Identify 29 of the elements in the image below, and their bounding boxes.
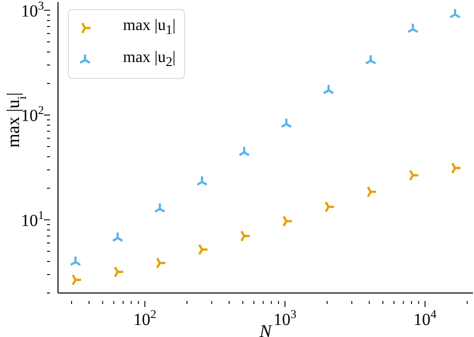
point [366, 186, 378, 198]
y-tick-label: 10$^{3}$ [21, 0, 44, 20]
point [198, 244, 209, 256]
point [154, 202, 166, 213]
point [322, 84, 334, 94]
point [114, 266, 124, 278]
y-tick-label: 10$^{2}$ [21, 103, 44, 126]
point [407, 22, 419, 34]
point [409, 169, 420, 182]
point [70, 255, 82, 266]
x-tick-label: 10$^{4}$ [414, 307, 437, 329]
point [364, 54, 377, 65]
x-tick-label: 10$^{2}$ [133, 307, 156, 329]
point [238, 146, 250, 156]
point [449, 8, 461, 18]
point [72, 274, 82, 286]
point [112, 231, 124, 242]
x-tick-label: 10$^{3}$ [273, 307, 296, 329]
legend-label: max |u$_{2}$| [123, 49, 176, 70]
x-axis-title: N [258, 321, 272, 337]
point [324, 200, 336, 213]
legend-label: max |u$_{1}$| [123, 17, 176, 38]
point [196, 175, 208, 186]
point [156, 257, 166, 269]
point [282, 215, 293, 228]
point [451, 162, 462, 174]
point [280, 117, 292, 128]
point [240, 230, 251, 242]
y-tick-label: 10$^{1}$ [21, 208, 44, 230]
